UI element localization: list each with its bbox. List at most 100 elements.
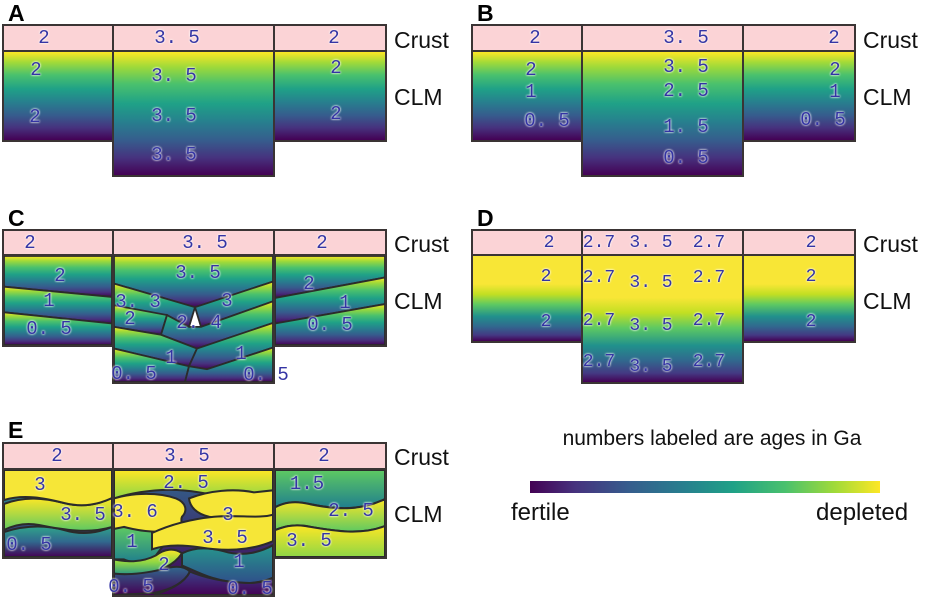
age-label: 3. 5 [629, 357, 673, 377]
age-label: 2.7 [692, 233, 726, 253]
clm-block [471, 50, 583, 142]
legend-note: numbers labeled are ages in Ga [562, 427, 862, 450]
age-label: 2. 4 [176, 312, 222, 334]
age-label: 2 [525, 59, 537, 81]
crust-row-label: Crust [394, 27, 449, 53]
clm-blobs-art [114, 470, 273, 595]
age-label: 2 [124, 308, 136, 330]
age-label: 3. 5 [164, 445, 210, 467]
colorbar-depleted-label: depleted [816, 499, 909, 526]
age-label: 3. 5 [175, 262, 221, 284]
age-label: 2 [828, 27, 840, 49]
age-label: 3 [221, 290, 233, 312]
colorbar [530, 481, 880, 493]
age-label: 3. 5 [182, 232, 228, 254]
panel-B: 2 3. 5 2 2 1 0. 5 3. 5 2. 5 1. 5 0. 5 2 … [471, 24, 856, 184]
age-label: 3. 5 [629, 233, 673, 253]
age-label: 1 [126, 531, 138, 553]
age-label: 2.7 [692, 268, 726, 288]
age-label: 2.7 [692, 311, 726, 331]
age-label: 0. 5 [108, 576, 154, 598]
age-label: 0. 5 [6, 534, 52, 556]
clm-block [581, 254, 744, 384]
clm-block [273, 50, 387, 142]
age-label: 2 [316, 232, 328, 254]
clm-block [2, 468, 114, 559]
age-label: 3. 3 [115, 291, 161, 313]
age-label: 2 [318, 445, 330, 467]
age-label: 1 [233, 551, 245, 573]
clm-blobs-art [4, 470, 112, 557]
age-label: 2 [51, 445, 63, 467]
age-label: 3. 5 [60, 504, 106, 526]
crust-block [112, 24, 275, 52]
clm-row-label: CLM [394, 84, 443, 110]
age-label: 2 [38, 27, 50, 49]
age-label: 2. 5 [328, 500, 374, 522]
age-label: 2 [529, 27, 541, 49]
age-label: 1 [43, 290, 55, 312]
age-label: 1 [525, 81, 537, 103]
crust-block [273, 442, 387, 470]
age-label: 0. 5 [663, 147, 709, 169]
age-label: 2.7 [582, 268, 616, 288]
crust-block [2, 229, 114, 256]
age-label: 0. 5 [800, 109, 846, 131]
crust-block [112, 229, 275, 256]
age-label: 0. 5 [243, 364, 289, 386]
age-label: 2 [330, 57, 342, 79]
age-label: 0. 5 [524, 110, 570, 132]
clm-block [273, 468, 387, 559]
age-label: 2 [24, 232, 36, 254]
age-label: 1 [829, 81, 841, 103]
age-label: 1. 5 [663, 116, 709, 138]
age-label: 3. 5 [151, 105, 197, 127]
age-label: 2 [829, 59, 841, 81]
age-label: 2 [540, 312, 552, 332]
clm-block [112, 468, 275, 597]
age-label: 0. 5 [307, 314, 353, 336]
age-label: 2.7 [582, 311, 616, 331]
crust-block [2, 24, 114, 52]
age-label: 0. 5 [111, 363, 157, 385]
clm-block [2, 50, 114, 142]
panel-letter-E: E [8, 417, 24, 443]
age-label: 2 [805, 267, 817, 287]
crust-block [471, 24, 583, 52]
age-label: 1.5 [289, 473, 325, 495]
age-label: 2. 5 [663, 80, 709, 102]
panel-D: 2 2.7 3. 5 2.7 2 2 2 2.7 3. 5 2.7 2.7 3.… [471, 229, 856, 389]
clm-row-label: CLM [394, 288, 443, 314]
age-label: 3. 5 [663, 27, 709, 49]
clm-row-label: CLM [863, 288, 912, 314]
age-label: 3. 5 [151, 144, 197, 166]
age-label: 2 [158, 554, 170, 576]
crust-block [2, 442, 114, 470]
age-label: 3 [222, 504, 234, 526]
age-label: 3. 5 [629, 273, 673, 293]
age-label: 3. 5 [286, 530, 332, 552]
age-label: 3. 5 [202, 527, 248, 549]
crust-block [273, 24, 387, 52]
panel-E: 2 3. 5 2 3 3. 5 0. 5 2. 5 3. 6 3 3. 5 1 … [2, 442, 387, 602]
age-label: 0. 5 [227, 578, 273, 600]
age-label: 2 [805, 233, 817, 253]
age-label: 2 [29, 106, 41, 128]
age-label: 3. 5 [629, 316, 673, 336]
age-label: 3. 5 [663, 56, 709, 78]
crust-row-label: Crust [863, 231, 918, 257]
age-label: 3. 5 [154, 27, 200, 49]
clm-bands-art [114, 256, 273, 382]
clm-block [112, 50, 275, 177]
clm-block [112, 254, 275, 384]
crust-row-label: Crust [863, 27, 918, 53]
age-label: 1 [339, 292, 351, 314]
clm-row-label: CLM [863, 84, 912, 110]
age-label: 2.7 [692, 352, 726, 372]
panel-C: 2 3. 5 2 2 1 0. 5 3. 5 3. 3 3 2 2. 4 1 1… [2, 229, 387, 389]
age-label: 2. 5 [163, 472, 209, 494]
age-label: 0. 5 [26, 318, 72, 340]
age-label: 2.7 [582, 352, 616, 372]
age-label: 2 [540, 267, 552, 287]
